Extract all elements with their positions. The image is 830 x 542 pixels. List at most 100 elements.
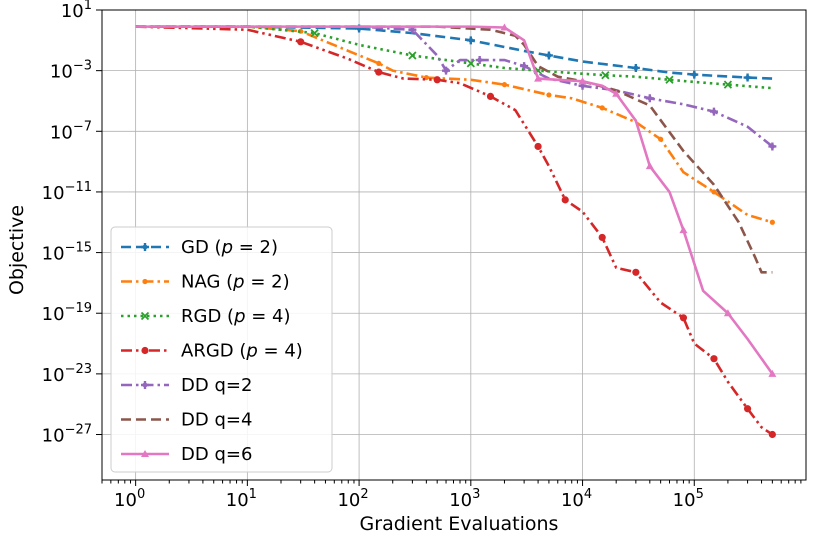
y-tick-base: 10 [42,244,65,265]
legend-label: DD q=4 [181,410,252,431]
data-point-marker [534,142,542,151]
y-tick-exp: −19 [65,301,92,316]
y-tick-label: 10−19 [42,301,92,325]
data-point-marker [501,82,508,88]
data-point-marker [561,196,569,204]
data-point-marker [142,278,148,285]
legend-item: ARGD (p = 4) [121,341,303,362]
x-tick-base: 10 [561,490,584,511]
data-point-marker [645,162,654,170]
y-tick-exp: 1 [84,0,92,13]
data-point-marker [710,355,718,363]
data-point-marker [599,105,605,111]
x-tick-exp: 0 [137,487,145,502]
data-point-marker [297,38,305,46]
data-point-marker [768,369,777,377]
x-tick-base: 10 [673,490,696,511]
y-tick-label: 10−3 [50,59,92,83]
legend-label: NAG (p = 2) [181,272,290,293]
data-point-marker [612,89,621,97]
data-point-marker [500,23,509,31]
y-tick-label: 101 [61,0,92,22]
y-tick-base: 10 [42,426,65,447]
data-point-marker [743,73,752,82]
data-point-marker [534,74,543,82]
data-point-marker [408,25,417,34]
data-point-marker [442,66,451,75]
legend-label: ARGD (p = 4) [181,341,303,362]
y-tick-exp: −11 [65,180,92,195]
y-tick-label: 10−11 [42,180,92,204]
series-line [135,25,774,148]
data-point-marker [601,71,610,80]
y-tick-exp: −15 [65,241,92,256]
x-axis-label: Gradient Evaluations [360,513,559,535]
data-point-marker [632,268,640,276]
axis-ticks: 100 101 102 103 104 10510110−310−710−1110−151… [42,0,802,511]
data-point-marker [665,75,674,84]
data-point-marker [679,314,688,322]
legend-item: GD (p = 2) [121,237,278,258]
x-tick-base: 10 [337,490,360,511]
data-point-marker [141,381,149,389]
data-point-marker [141,346,149,355]
legend-label: RGD (p = 4) [181,306,291,327]
x-tick-label: 103 [449,487,480,511]
x-tick-base: 10 [226,490,249,511]
data-point-marker [631,63,640,72]
y-tick-label: 10−7 [50,119,92,143]
series-argd-p-4 [135,25,776,439]
data-point-marker [690,70,699,79]
data-point-marker [768,142,777,151]
series-dd-q-6 [135,23,777,377]
x-tick-exp: 2 [360,487,368,502]
data-point-marker [466,36,475,45]
data-point-marker [743,405,752,413]
data-point-marker [486,92,495,101]
data-point-marker [310,28,319,38]
data-point-marker [658,136,664,142]
data-point-marker [598,233,606,242]
x-tick-base: 10 [449,490,472,511]
data-point-marker [645,94,654,103]
y-tick-base: 10 [42,183,65,204]
y-axis-label: Objective [6,205,28,295]
series-line [135,25,773,90]
y-tick-base: 10 [42,304,65,325]
y-tick-base: 10 [42,365,65,386]
data-point-marker [723,80,733,89]
legend: GD (p = 2) NAG (p = 2) RGD (p = 4) ARGD (p … [110,226,333,473]
data-point-marker [768,430,776,439]
data-point-marker [140,311,150,321]
data-point-marker [723,309,732,317]
legend-label: DD q=2 [181,375,252,396]
data-point-marker [475,56,484,65]
y-tick-label: 10−15 [42,241,92,265]
series-dd-q-2 [135,25,777,151]
data-point-marker [520,62,529,71]
data-point-marker [709,107,718,116]
data-point-marker [408,51,417,60]
x-tick-exp: 4 [584,487,592,502]
data-point-marker [433,76,441,84]
series-gd-p-2 [135,24,773,82]
x-tick-exp: 3 [472,487,480,502]
data-point-marker [376,60,382,67]
data-point-marker [141,450,149,457]
x-tick-base: 10 [114,490,137,511]
y-tick-base: 10 [61,1,84,22]
data-point-marker [711,189,717,195]
x-tick-label: 105 [673,487,704,511]
x-tick-exp: 5 [696,487,704,502]
legend-item: NAG (p = 2) [121,272,290,293]
y-tick-label: 10−23 [42,362,92,386]
data-point-marker [544,51,553,60]
legend-item: DD q=4 [121,410,252,431]
y-tick-exp: −7 [73,119,92,134]
legend-item: DD q=6 [121,444,252,465]
legend-box [110,226,333,473]
y-tick-exp: −3 [73,59,92,74]
data-point-marker [141,243,149,251]
data-point-marker [546,92,552,98]
